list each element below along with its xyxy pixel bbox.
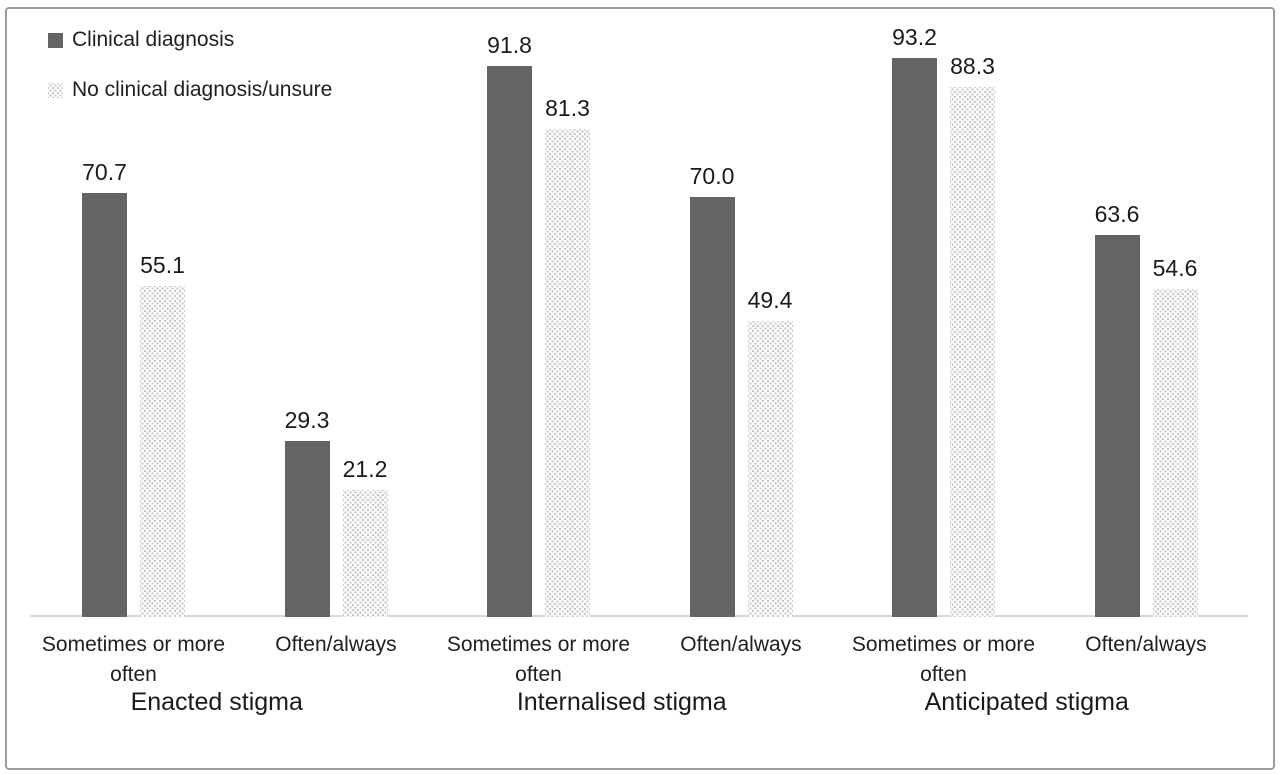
legend-item-no-clinical-diagnosis: No clinical diagnosis/unsure: [48, 78, 332, 102]
legend-label-no-clinical-diagnosis: No clinical diagnosis/unsure: [72, 78, 333, 101]
chart-frame: [5, 7, 1275, 770]
legend: Clinical diagnosis No clinical diagnosis…: [48, 28, 332, 128]
legend-swatch-solid-icon: [48, 32, 63, 48]
legend-label-clinical-diagnosis: Clinical diagnosis: [72, 28, 235, 51]
legend-swatch-dotted-icon: [48, 82, 63, 98]
legend-item-clinical-diagnosis: Clinical diagnosis: [48, 28, 332, 52]
